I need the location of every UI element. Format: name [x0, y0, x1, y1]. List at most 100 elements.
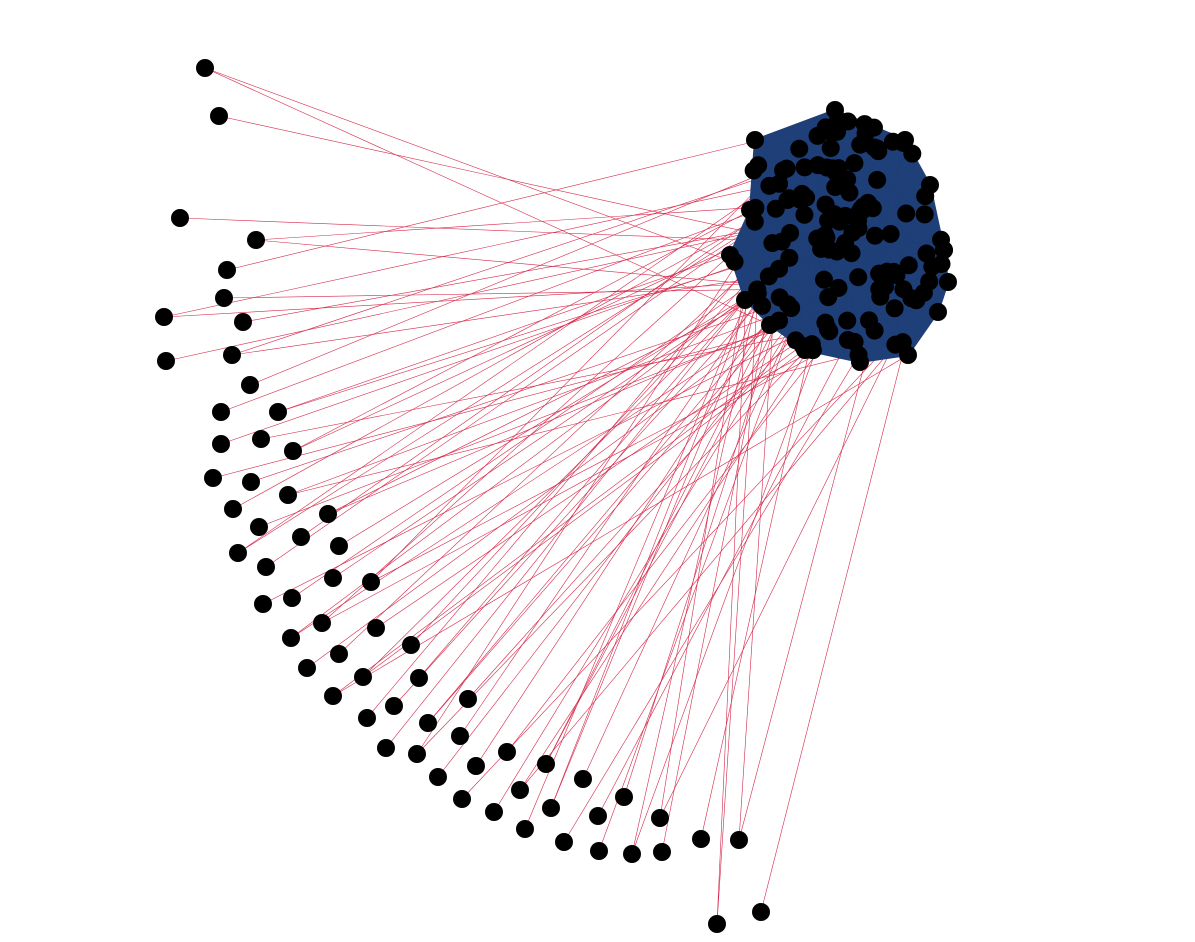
peripheral-edge	[366, 197, 807, 719]
core-node	[868, 170, 887, 189]
peripheral-node	[282, 629, 300, 647]
core-edge	[795, 273, 880, 341]
core-node	[869, 142, 888, 161]
peripheral-node	[247, 231, 265, 249]
core-node	[916, 187, 935, 206]
peripheral-node	[223, 346, 241, 364]
peripheral-node	[516, 820, 534, 838]
peripheral-edge	[493, 251, 838, 813]
core-node	[899, 256, 918, 275]
peripheral-edge	[716, 293, 759, 925]
core-node	[774, 161, 793, 180]
core-node	[838, 311, 857, 330]
core-node	[780, 248, 799, 267]
core-node	[770, 311, 789, 330]
peripheral-node	[459, 690, 477, 708]
core-node	[907, 291, 926, 310]
core-node	[748, 280, 767, 299]
peripheral-edge	[232, 193, 803, 510]
core-node	[826, 178, 845, 197]
peripheral-node	[692, 830, 710, 848]
core-node	[881, 224, 900, 243]
peripheral-node	[224, 500, 242, 518]
peripheral-edge	[332, 354, 909, 697]
core-node-layer	[721, 101, 957, 371]
peripheral-edge	[631, 293, 759, 855]
core-node	[808, 156, 827, 175]
core-node	[903, 144, 922, 163]
peripheral-node	[651, 809, 669, 827]
peripheral-node	[155, 308, 173, 326]
peripheral-node	[429, 768, 447, 786]
core-node	[830, 212, 849, 231]
peripheral-node	[212, 435, 230, 453]
peripheral-edge	[563, 354, 859, 843]
peripheral-node	[234, 313, 252, 331]
core-node	[932, 230, 951, 249]
peripheral-node	[453, 790, 471, 808]
peripheral-node	[204, 469, 222, 487]
core-edge	[754, 139, 777, 209]
peripheral-node	[212, 403, 230, 421]
core-node	[793, 184, 812, 203]
peripheral-node	[354, 668, 372, 686]
core-node	[886, 335, 905, 354]
core-node	[808, 229, 827, 248]
peripheral-node	[330, 537, 348, 555]
peripheral-node	[229, 544, 247, 562]
peripheral-node	[419, 714, 437, 732]
peripheral-node	[408, 745, 426, 763]
core-node	[836, 233, 855, 252]
core-node	[746, 131, 764, 149]
core-node	[845, 154, 864, 173]
core-node	[795, 205, 814, 224]
core-edge	[790, 263, 942, 309]
core-node	[828, 122, 847, 141]
peripheral-node	[313, 614, 331, 632]
core-edge	[782, 170, 825, 280]
peripheral-node	[615, 788, 633, 806]
core-node	[790, 139, 809, 158]
peripheral-node	[402, 636, 420, 654]
peripheral-node	[319, 505, 337, 523]
peripheral-node	[215, 289, 233, 307]
peripheral-node	[451, 727, 469, 745]
core-node	[851, 135, 870, 154]
peripheral-node	[157, 352, 175, 370]
peripheral-edge	[163, 185, 770, 318]
peripheral-node	[250, 518, 268, 536]
core-edge	[846, 273, 880, 322]
peripheral-node	[377, 739, 395, 757]
peripheral-edge	[362, 331, 830, 678]
core-node	[855, 115, 874, 134]
peripheral-node	[284, 442, 302, 460]
peripheral-node	[485, 803, 503, 821]
peripheral-edge	[659, 221, 756, 819]
core-edge	[757, 164, 945, 251]
peripheral-edge	[223, 289, 758, 299]
peripheral-edge	[231, 276, 769, 356]
core-node	[939, 273, 957, 291]
core-node	[829, 278, 848, 297]
core-edge	[758, 132, 866, 166]
peripheral-edge	[519, 343, 813, 791]
peripheral-node	[292, 528, 310, 546]
peripheral-node	[730, 831, 748, 849]
core-node	[746, 198, 765, 217]
peripheral-node	[171, 209, 189, 227]
core-node	[915, 205, 934, 224]
peripheral-node	[511, 781, 529, 799]
core-node	[870, 280, 889, 299]
peripheral-edge	[237, 185, 770, 554]
core-node	[897, 204, 916, 223]
peripheral-edge	[218, 115, 837, 252]
peripheral-node	[330, 645, 348, 663]
core-node	[745, 212, 764, 231]
peripheral-edge	[459, 268, 780, 737]
peripheral-edge	[287, 344, 896, 496]
peripheral-edge	[165, 213, 835, 362]
peripheral-node	[358, 709, 376, 727]
core-node	[865, 226, 884, 245]
peripheral-edge	[204, 67, 771, 326]
